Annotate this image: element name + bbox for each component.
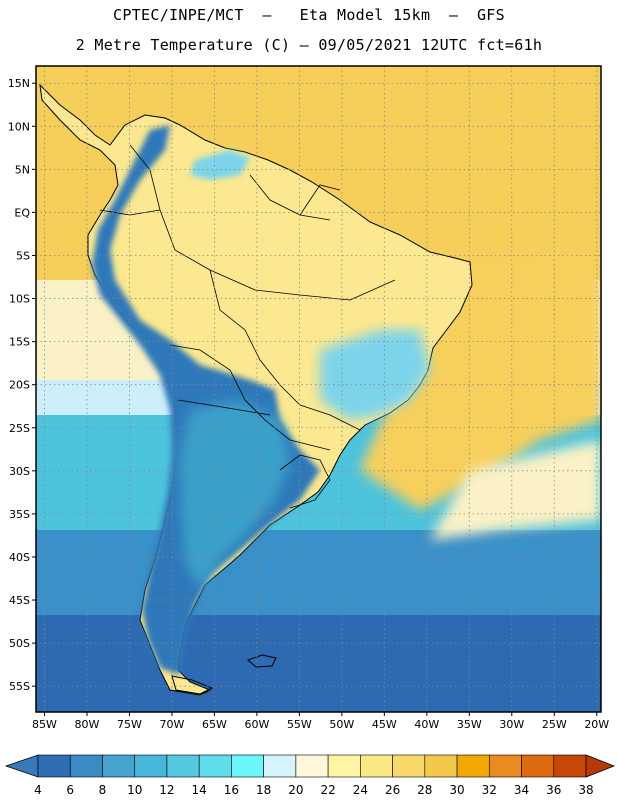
colorbar-label: 4 bbox=[34, 783, 42, 797]
colorbar-box bbox=[102, 754, 136, 778]
colorbar-label: 32 bbox=[482, 783, 497, 797]
sea-mid-atlantic bbox=[430, 440, 601, 540]
falkland-islands bbox=[247, 654, 277, 668]
colorbar-arrow-high bbox=[585, 754, 616, 778]
lon-label: 35W bbox=[457, 718, 482, 731]
colorbar-label: 20 bbox=[288, 783, 303, 797]
lat-label: 10N bbox=[8, 120, 30, 133]
lon-label: 25W bbox=[542, 718, 567, 731]
colorbar-label: 28 bbox=[417, 783, 432, 797]
lat-label: EQ bbox=[14, 206, 30, 219]
sea-band-cold2 bbox=[36, 530, 601, 620]
colorbar-box bbox=[392, 754, 426, 778]
lon-label: 60W bbox=[244, 718, 269, 731]
map-frame bbox=[35, 65, 602, 713]
lat-label: 30S bbox=[9, 465, 30, 478]
colorbar-box bbox=[166, 754, 200, 778]
lon-label: 20W bbox=[584, 718, 609, 731]
lat-label: 20S bbox=[9, 379, 30, 392]
colorbar-label: 10 bbox=[127, 783, 142, 797]
sea-band-cold3 bbox=[36, 615, 601, 712]
lat-label: 5S bbox=[16, 249, 30, 262]
colorbar-box bbox=[521, 754, 555, 778]
lon-label: 65W bbox=[202, 718, 227, 731]
colorbar-box bbox=[553, 754, 587, 778]
tierra-del-fuego bbox=[171, 675, 214, 695]
colorbar-label: 22 bbox=[320, 783, 335, 797]
colorbar-label: 16 bbox=[224, 783, 239, 797]
lon-label: 70W bbox=[160, 718, 185, 731]
lat-label: 15N bbox=[8, 77, 30, 90]
lat-label: 50S bbox=[9, 637, 30, 650]
latitude-axis: 15N 10N 5N EQ 5S 10S 15S 20S 25S 30S 35S 40S 45S 50S 5… bbox=[8, 77, 36, 693]
lat-label: 5N bbox=[15, 163, 30, 176]
colorbar-arrow-low bbox=[4, 754, 39, 778]
colorbar-label: 12 bbox=[159, 783, 174, 797]
andes-cold-zone bbox=[92, 125, 320, 675]
lat-label: 55S bbox=[9, 680, 30, 693]
colorbar-box bbox=[456, 754, 490, 778]
south-brazil-cool bbox=[320, 330, 430, 420]
colorbar-box bbox=[263, 754, 297, 778]
colorbar-label: 30 bbox=[449, 783, 464, 797]
colorbar-box bbox=[198, 754, 232, 778]
colorbar-box bbox=[424, 754, 458, 778]
colorbar-label: 8 bbox=[99, 783, 107, 797]
temperature-colorbar: 4 6 8 10 12 14 16 18 20 22 24 26 28 30 32 34 36 38 bbox=[4, 754, 616, 797]
colorbar-box bbox=[231, 754, 264, 778]
country-borders bbox=[99, 144, 396, 509]
lon-label: 55W bbox=[287, 718, 312, 731]
colorbar-label: 18 bbox=[256, 783, 271, 797]
lon-label: 50W bbox=[329, 718, 354, 731]
lon-label: 45W bbox=[372, 718, 397, 731]
lon-label: 80W bbox=[75, 718, 100, 731]
lon-label: 85W bbox=[32, 718, 57, 731]
colorbar-label: 14 bbox=[192, 783, 207, 797]
colorbar-label: 34 bbox=[514, 783, 529, 797]
colorbar-box bbox=[360, 754, 393, 778]
map-title-line2: 2 Metre Temperature (C) – 09/05/2021 12U… bbox=[75, 36, 543, 54]
colorbar-box bbox=[134, 754, 168, 778]
colorbar-label: 36 bbox=[546, 783, 561, 797]
lat-label: 25S bbox=[9, 422, 30, 435]
north-andes-cool bbox=[190, 150, 250, 180]
colorbar-label: 38 bbox=[578, 783, 593, 797]
longitude-axis: 85W 80W 75W 70W 65W 60W 55W 50W 45W 40W 35W 30W 25W 2… bbox=[32, 712, 609, 731]
colorbar-label: 6 bbox=[66, 783, 74, 797]
lon-label: 40W bbox=[414, 718, 439, 731]
lat-label: 15S bbox=[9, 336, 30, 349]
colorbar-box bbox=[69, 754, 103, 778]
lon-label: 30W bbox=[499, 718, 524, 731]
lon-label: 75W bbox=[117, 718, 142, 731]
lat-label: 40S bbox=[9, 551, 30, 564]
colorbar-box bbox=[37, 754, 71, 778]
lat-label: 10S bbox=[9, 293, 30, 306]
lat-label: 35S bbox=[9, 508, 30, 521]
colorbar-label: 24 bbox=[353, 783, 368, 797]
colorbar-label: 26 bbox=[385, 783, 400, 797]
colorbar-box bbox=[295, 754, 329, 778]
lat-label: 45S bbox=[9, 594, 30, 607]
colorbar-box bbox=[488, 754, 522, 778]
map-field bbox=[36, 66, 601, 712]
map-title-line1: CPTEC/INPE/MCT – Eta Model 15km – GFS bbox=[113, 6, 505, 24]
colorbar-box bbox=[327, 754, 361, 778]
southern-cone-cool bbox=[180, 400, 290, 590]
